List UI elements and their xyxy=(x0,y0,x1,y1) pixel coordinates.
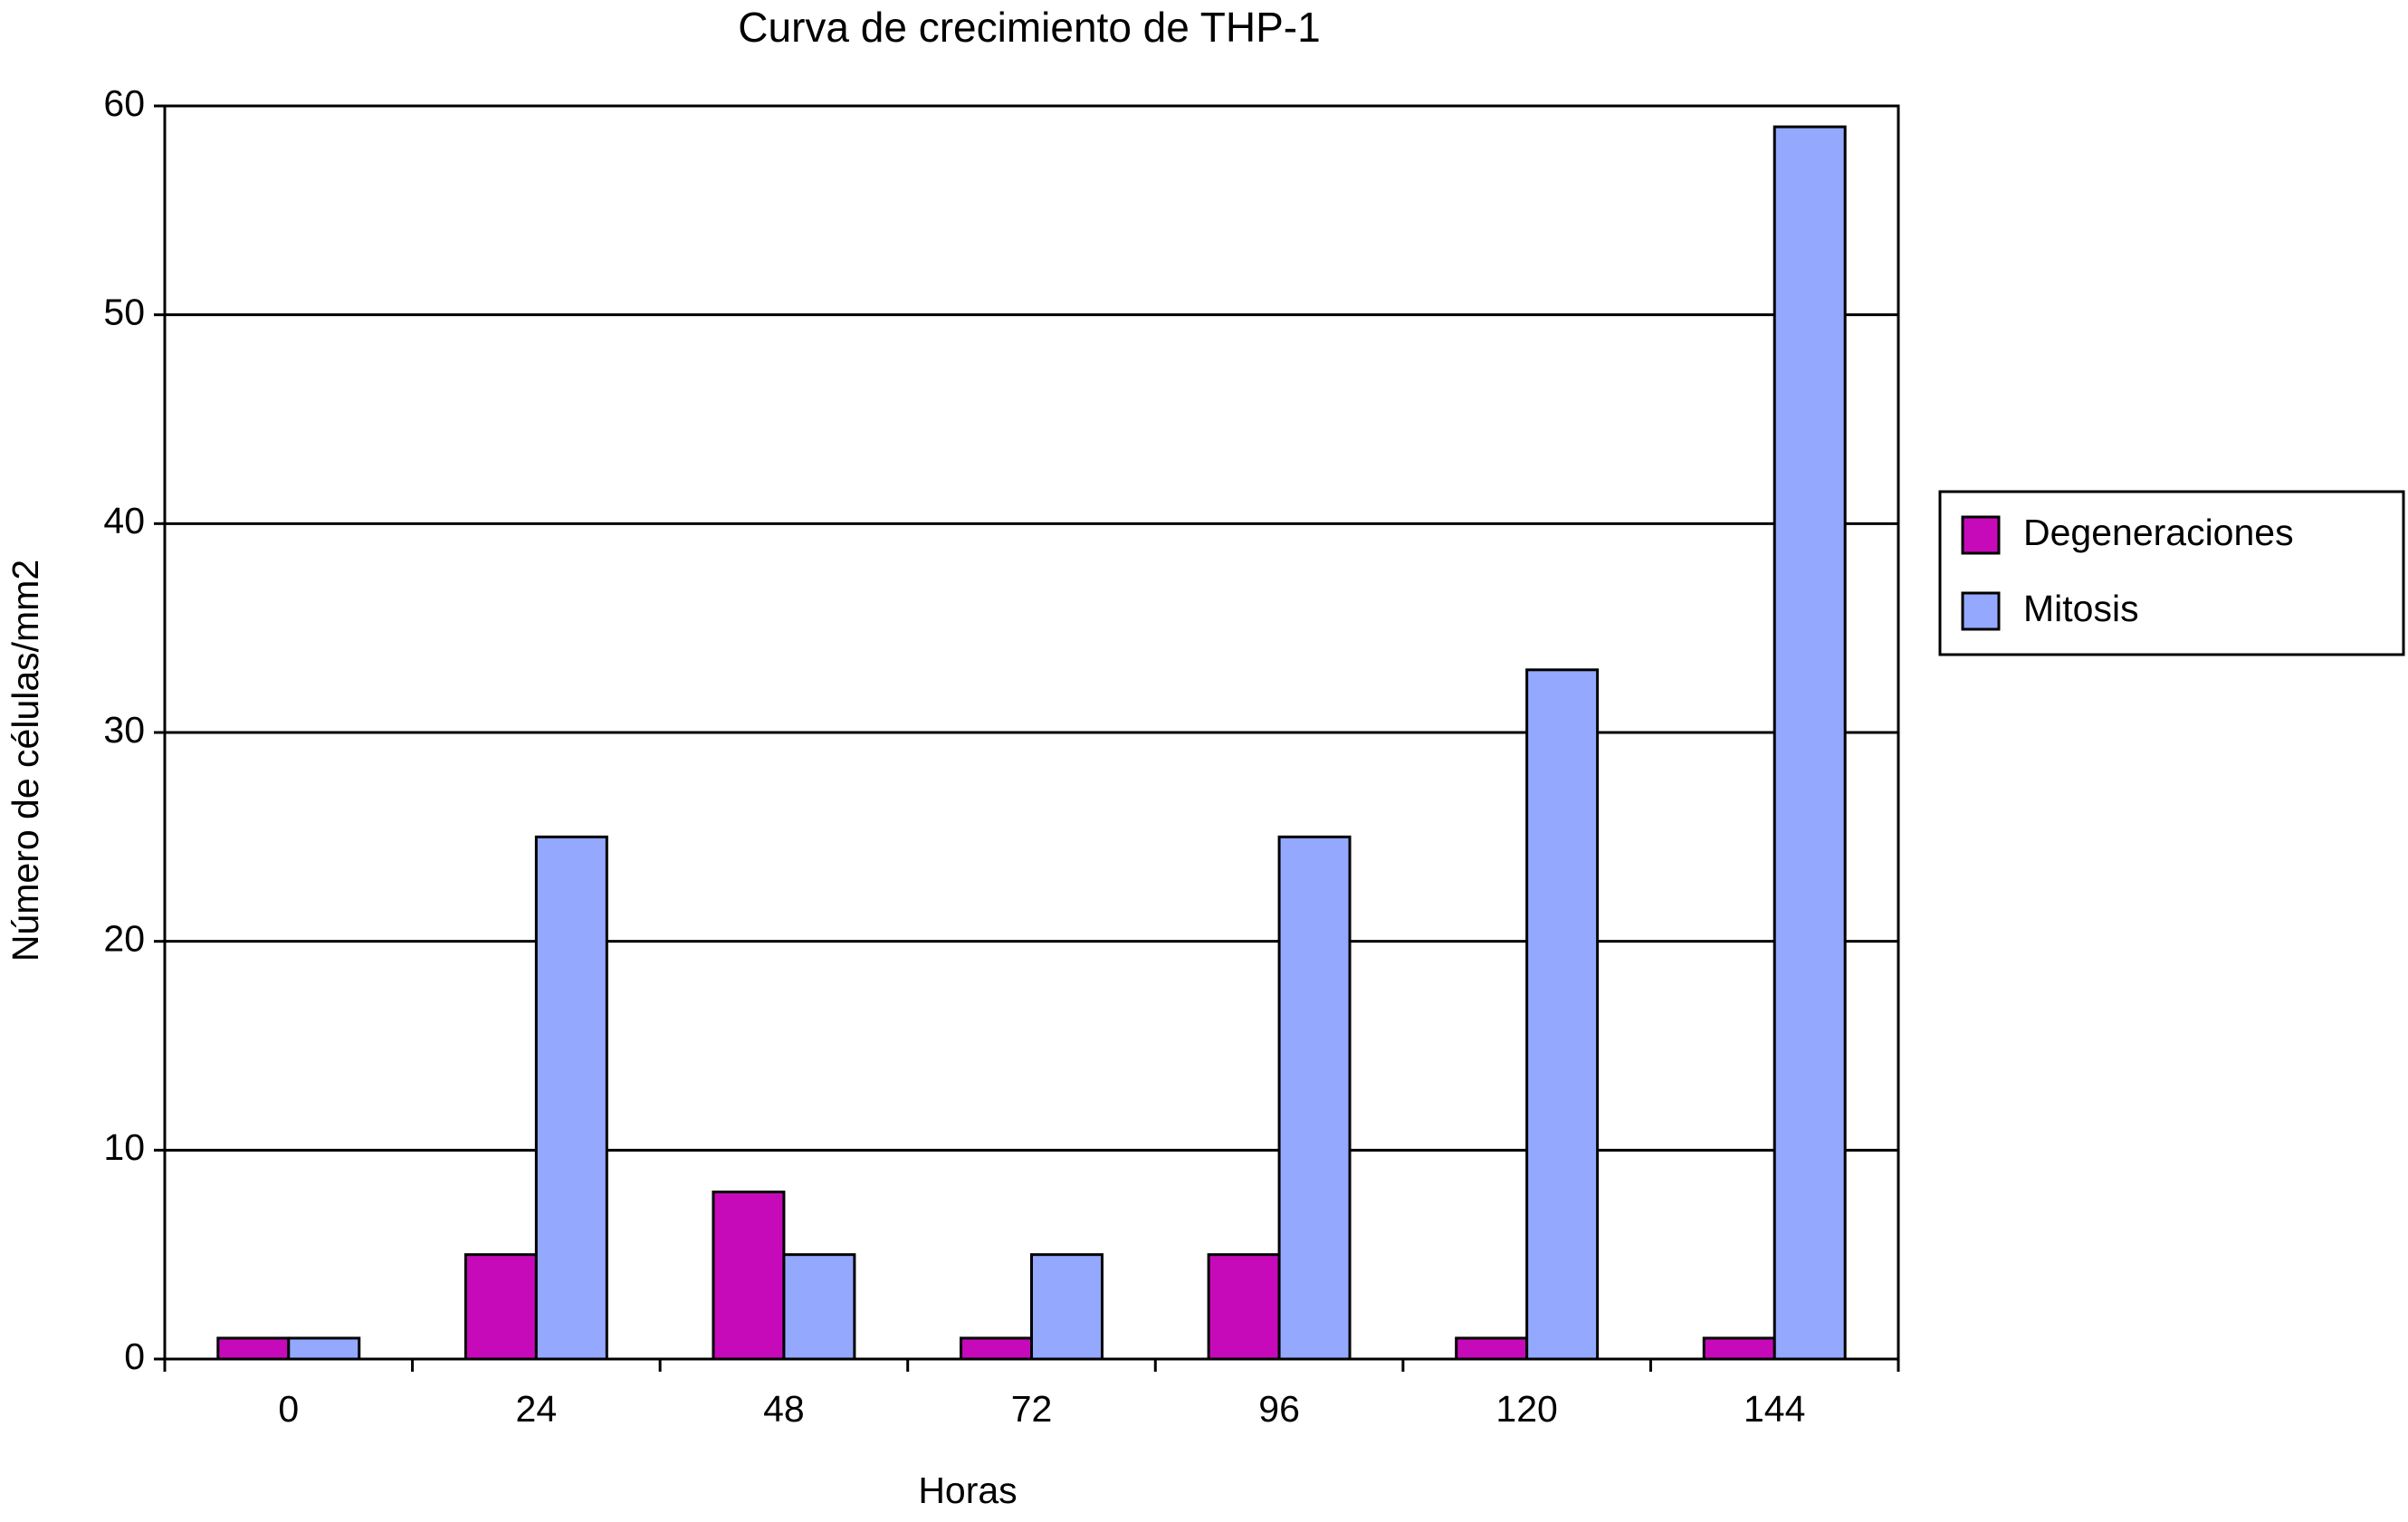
bar xyxy=(534,835,608,1361)
y-tick-label: 50 xyxy=(103,291,145,332)
bar xyxy=(287,1336,361,1361)
bar xyxy=(960,1336,1033,1361)
chart-title: Curva de crecimiento de THP-1 xyxy=(738,4,1320,51)
bar xyxy=(1525,668,1600,1361)
bar xyxy=(1030,1253,1104,1361)
bar xyxy=(1277,835,1352,1361)
y-tick-label: 10 xyxy=(103,1126,145,1168)
legend-swatch xyxy=(1961,591,2001,631)
y-axis-label: Número de células/mm2 xyxy=(5,560,46,962)
x-tick-label: 24 xyxy=(516,1388,558,1430)
y-tick-label: 0 xyxy=(124,1335,145,1377)
legend-box xyxy=(1938,490,2405,656)
x-tick-label: 120 xyxy=(1495,1388,1557,1430)
bar xyxy=(1702,1336,1776,1361)
legend-label: Mitosis xyxy=(2023,588,2139,629)
x-tick-label: 72 xyxy=(1011,1388,1053,1430)
y-tick-label: 20 xyxy=(103,917,145,959)
bar xyxy=(1773,125,1847,1361)
bar xyxy=(712,1190,786,1361)
bar xyxy=(463,1253,538,1361)
x-tick-label: 96 xyxy=(1258,1388,1300,1430)
x-tick-label: 144 xyxy=(1744,1388,1805,1430)
bar xyxy=(1207,1253,1281,1361)
legend-swatch xyxy=(1961,515,2001,555)
bar xyxy=(216,1336,291,1361)
x-axis-label: Horas xyxy=(918,1469,1017,1511)
y-tick-label: 30 xyxy=(103,709,145,751)
bar xyxy=(782,1253,856,1361)
x-tick-label: 0 xyxy=(278,1388,299,1430)
y-tick-label: 60 xyxy=(103,82,145,124)
x-tick-label: 48 xyxy=(763,1388,805,1430)
bar xyxy=(1455,1336,1529,1361)
legend-label: Degeneraciones xyxy=(2023,512,2294,553)
y-tick-label: 40 xyxy=(103,500,145,541)
